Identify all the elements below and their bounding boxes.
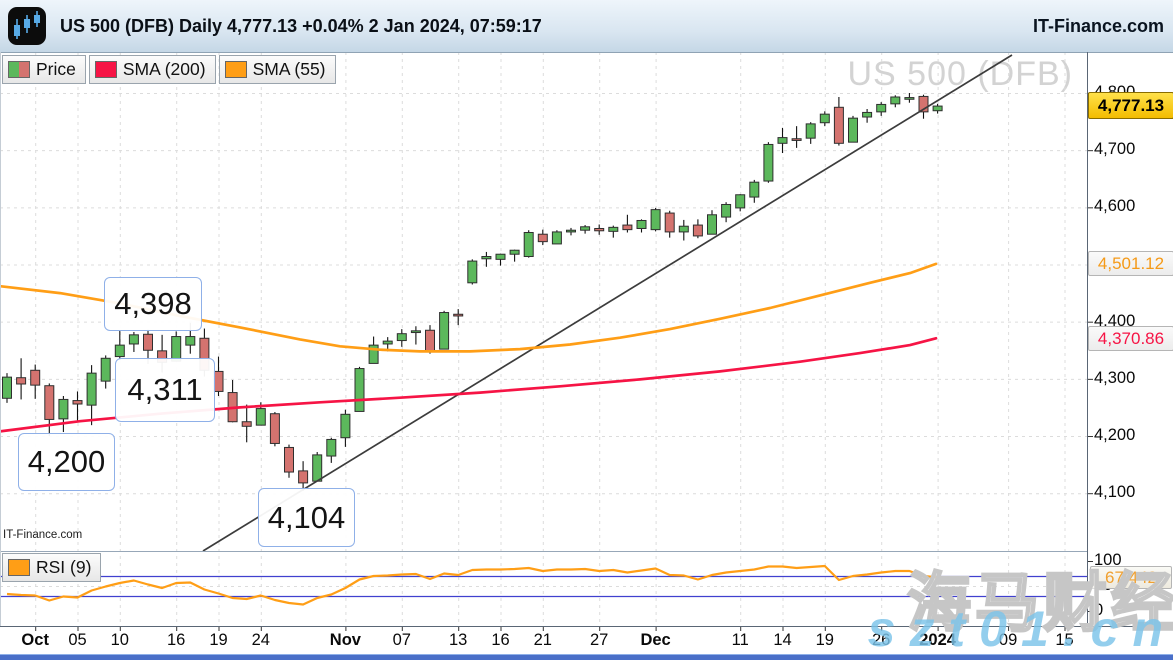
legend-rsi-label: RSI (9) [36, 557, 92, 577]
legend-rsi[interactable]: RSI (9) [2, 553, 102, 582]
sma200-swatch-icon [94, 61, 117, 78]
last-price-badge: 4,777.13 [1088, 92, 1173, 119]
sma55-swatch-icon [224, 61, 247, 78]
annotation-callout-4398[interactable]: 4,398 [104, 277, 202, 331]
legend-row: Price SMA (200) SMA (55) [2, 55, 336, 84]
brand-link[interactable]: IT-Finance.com [1032, 16, 1164, 36]
legend-sma55-label: SMA (55) [252, 59, 326, 79]
header-bar: US 500 (DFB) Daily 4,777.13 +0.04% 2 Jan… [0, 0, 1173, 52]
legend-price-label: Price [36, 59, 76, 79]
legend-price[interactable]: Price [2, 55, 86, 84]
rsi-swatch-icon [8, 559, 30, 576]
annotation-callout-4104[interactable]: 4,104 [258, 488, 355, 547]
sma55-value-badge: 4,501.12 [1088, 251, 1173, 276]
legend-sma200-label: SMA (200) [122, 59, 206, 79]
candlestick-logo-icon[interactable] [8, 7, 46, 45]
site-watermark-small: IT-Finance.com [3, 529, 83, 541]
legend-sma55[interactable]: SMA (55) [218, 55, 336, 84]
legend-sma200[interactable]: SMA (200) [88, 55, 216, 84]
annotation-callout-4311[interactable]: 4,311 [115, 358, 215, 422]
price-swatch-icon [8, 61, 30, 78]
rsi-legend-row: RSI (9) [2, 553, 102, 582]
annotation-callout-4200[interactable]: 4,200 [18, 433, 115, 491]
sma200-value-badge: 4,370.86 [1088, 326, 1173, 351]
instrument-title: US 500 (DFB) Daily 4,777.13 +0.04% 2 Jan… [60, 16, 542, 36]
rsi-value-badge: 67.442 [1090, 566, 1172, 589]
